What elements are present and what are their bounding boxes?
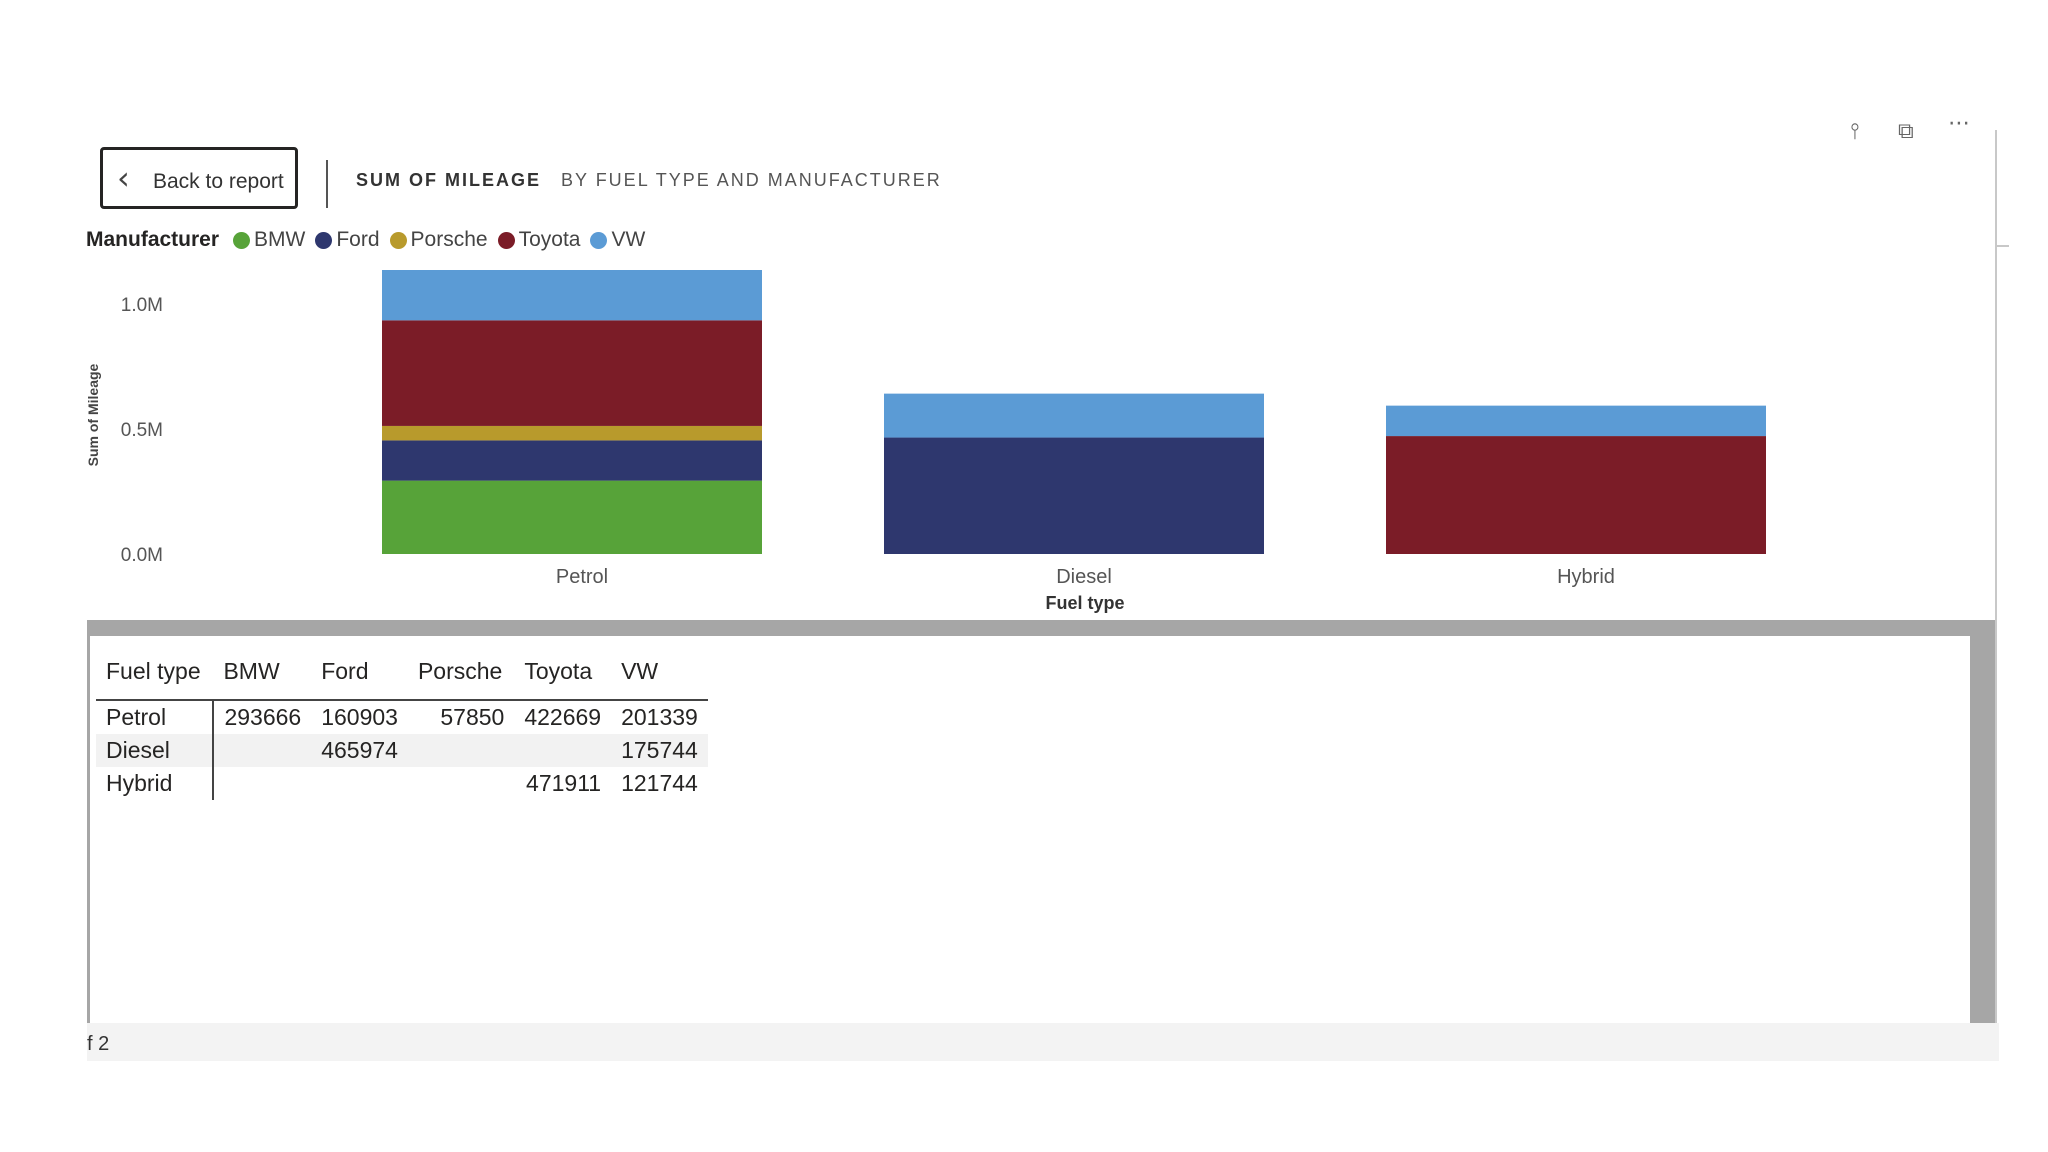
visual-title: SUM OF MILEAGE: [356, 170, 541, 190]
row-header-cell: Hybrid: [96, 767, 215, 800]
table-cell: 57850: [440, 704, 505, 730]
x-tick-label-hybrid: Hybrid: [1557, 566, 1615, 588]
y-axis-title: Sum of Mileage: [85, 363, 101, 466]
x-axis-title: Fuel type: [1045, 593, 1124, 613]
footer-bar: f 2: [87, 1023, 1999, 1061]
y-tick-label: 1.0M: [121, 295, 163, 316]
visual-border: [1995, 130, 1997, 1030]
legend-item-bmw[interactable]: BMW: [233, 228, 305, 252]
pin-icon[interactable]: ⫯: [1850, 118, 1860, 143]
y-axis: 0.0M 0.5M 1.0M: [121, 295, 163, 566]
table-cell: 471911: [526, 770, 602, 796]
legend-label-porsche: Porsche: [410, 228, 488, 251]
table-cell: [514, 734, 611, 767]
legend-item-vw[interactable]: VW: [590, 228, 645, 252]
col-header-vw[interactable]: VW: [621, 658, 659, 684]
table-header-row: Fuel type BMW Ford Porsche Toyota VW: [96, 636, 708, 700]
bar-segment-hybrid-toyota[interactable]: [1386, 436, 1766, 554]
legend-item-toyota[interactable]: Toyota: [497, 228, 581, 252]
legend-item-porsche[interactable]: Porsche: [389, 228, 488, 252]
x-tick-label-petrol: Petrol: [556, 566, 608, 588]
legend-item-ford[interactable]: Ford: [315, 228, 380, 252]
legend-label-vw: VW: [611, 228, 646, 251]
border-tick: [1997, 245, 2009, 247]
table-cell: 465974: [321, 737, 398, 763]
chevron-left-icon: ‹: [117, 159, 130, 197]
legend-title: Manufacturer: [86, 228, 220, 251]
page-indicator: f 2: [87, 1033, 110, 1055]
y-tick-label: 0.5M: [121, 420, 163, 441]
table-cell: [408, 734, 514, 767]
legend-dot-vw: [590, 231, 608, 249]
bar-segment-diesel-vw[interactable]: [884, 393, 1264, 438]
bar-segment-diesel-ford[interactable]: [884, 437, 1264, 554]
col-header-porsche[interactable]: Porsche: [417, 658, 503, 684]
legend-dot-ford: [315, 231, 333, 249]
table-cell: [408, 767, 514, 800]
table-row: Petrol 293666 160903 57850 422669 201339: [96, 700, 708, 734]
table-cell: [213, 734, 311, 767]
table-cell: 175744: [621, 737, 698, 763]
data-table-area: Fuel type BMW Ford Porsche Toyota VW Pet…: [90, 636, 1970, 1023]
col-header-fuel-type[interactable]: Fuel type: [106, 658, 201, 684]
chart-bars: [382, 270, 1766, 554]
row-header-cell: Petrol: [96, 700, 215, 734]
legend-dot-bmw: [233, 231, 251, 249]
header-divider: [326, 160, 328, 208]
focus-mode-icon[interactable]: ⧉: [1898, 118, 1914, 143]
bar-segment-petrol-vw[interactable]: [382, 270, 762, 321]
col-header-toyota[interactable]: Toyota: [524, 658, 593, 684]
bar-segment-petrol-ford[interactable]: [382, 440, 762, 481]
table-cell: 160903: [321, 704, 398, 730]
legend-label-bmw: BMW: [254, 228, 306, 251]
table-cell: [311, 767, 408, 800]
table-row: Diesel 465974 175744: [96, 734, 708, 767]
row-header-cell: Diesel: [96, 734, 215, 767]
visual-header-icons: ⫯ ⧉ ⋯: [1850, 110, 2010, 158]
legend-label-toyota: Toyota: [518, 228, 581, 251]
more-options-icon[interactable]: ⋯: [1948, 110, 1970, 135]
bar-segment-petrol-porsche[interactable]: [382, 425, 762, 441]
back-to-report-button[interactable]: ‹ Back to report: [100, 147, 298, 209]
table-row: Hybrid 471911 121744: [96, 767, 708, 800]
bar-segment-hybrid-vw[interactable]: [1386, 405, 1766, 437]
legend-label-ford: Ford: [336, 228, 380, 251]
legend-dot-toyota: [497, 231, 515, 249]
table-cell: [213, 767, 311, 800]
bar-segment-petrol-bmw[interactable]: [382, 480, 762, 554]
legend-dot-porsche: [389, 231, 407, 249]
x-tick-label-diesel: Diesel: [1056, 566, 1112, 588]
visual-subtitle: BY FUEL TYPE AND MANUFACTURER: [561, 170, 942, 190]
col-header-ford[interactable]: Ford: [321, 658, 369, 684]
stacked-column-chart: 0.0M 0.5M 1.0M Petrol Diesel Hybrid Sum of M…: [85, 270, 1766, 613]
data-table-panel: Fuel type BMW Ford Porsche Toyota VW Pet…: [87, 620, 1995, 1023]
matrix-table: Fuel type BMW Ford Porsche Toyota VW Pet…: [96, 636, 708, 800]
table-cell: 121744: [621, 770, 698, 796]
y-tick-label: 0.0M: [121, 545, 163, 566]
back-to-report-label: Back to report: [153, 170, 284, 193]
table-cell: 293666: [224, 704, 302, 730]
table-cell: 201339: [621, 704, 698, 730]
table-cell: 422669: [524, 704, 602, 730]
bar-segment-petrol-toyota[interactable]: [382, 320, 762, 426]
chart-legend: Manufacturer BMW Ford Porsche Toyota VW: [86, 227, 655, 253]
col-header-bmw[interactable]: BMW: [223, 658, 280, 684]
x-axis: Petrol Diesel Hybrid: [556, 566, 1615, 588]
